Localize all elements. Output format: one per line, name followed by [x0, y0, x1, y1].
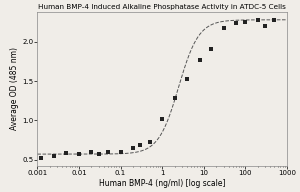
Y-axis label: Average OD (485 nm): Average OD (485 nm) [10, 47, 19, 130]
Point [263, 25, 268, 28]
Point [52, 154, 56, 157]
Point [76, 153, 81, 156]
Title: Human BMP-4 Induced Alkaline Phosphatase Activity in ATDC-5 Cells: Human BMP-4 Induced Alkaline Phosphatase… [38, 4, 286, 10]
Point [96, 153, 101, 156]
Point [197, 58, 202, 61]
Point [39, 156, 44, 160]
Point [106, 150, 110, 153]
Point [130, 146, 135, 149]
Point [118, 150, 123, 153]
Point [147, 141, 152, 144]
Point [138, 144, 143, 147]
Point [272, 18, 277, 21]
Point [234, 21, 239, 24]
X-axis label: Human BMP-4 (ng/ml) [log scale]: Human BMP-4 (ng/ml) [log scale] [99, 179, 225, 188]
Point [208, 47, 213, 50]
Point [243, 21, 248, 24]
Point [89, 150, 94, 153]
Point [172, 97, 177, 100]
Point [221, 26, 226, 29]
Point [255, 18, 260, 21]
Point [185, 77, 190, 80]
Point [160, 117, 164, 120]
Point [64, 152, 69, 155]
